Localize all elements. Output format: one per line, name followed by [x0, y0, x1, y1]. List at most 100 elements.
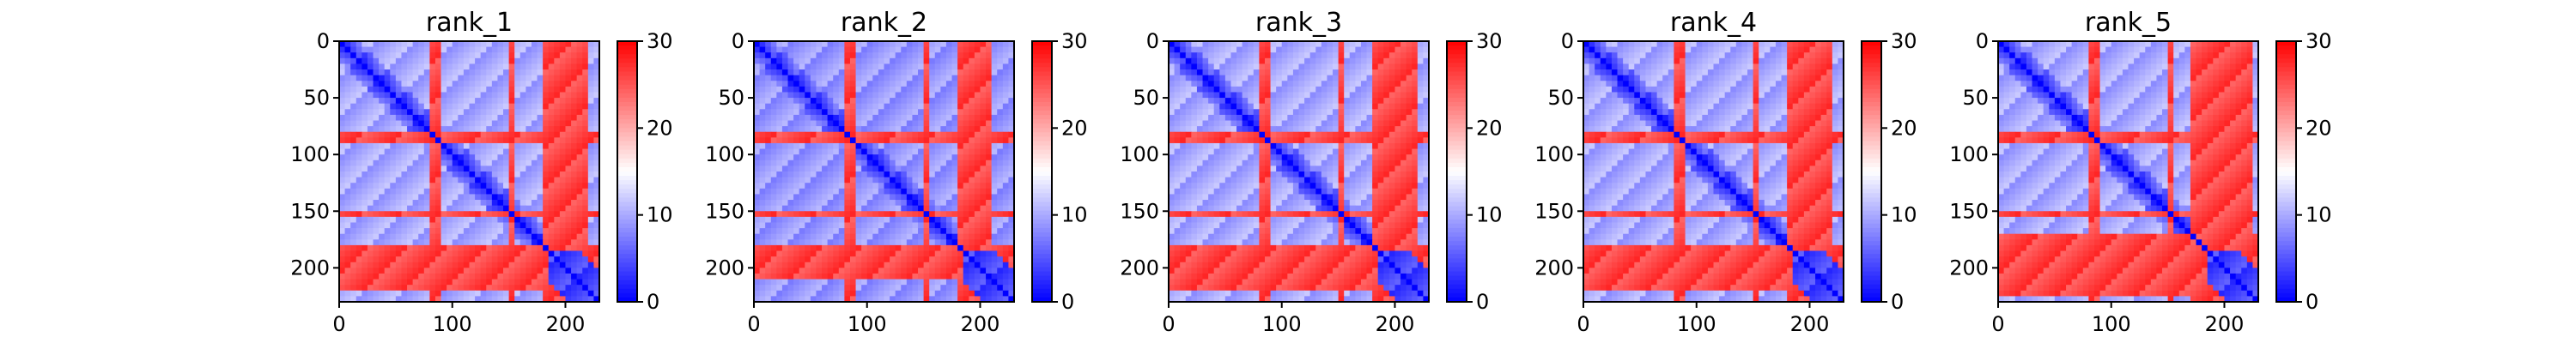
- heatmap-cell: [379, 262, 386, 268]
- colorbar-segment: [617, 202, 637, 208]
- heatmap-cell: [945, 86, 953, 93]
- heatmap-cell: [986, 81, 993, 87]
- heatmap-cell: [765, 172, 772, 178]
- heatmap-cell: [407, 194, 414, 201]
- heatmap-cell: [810, 126, 817, 133]
- heatmap-cell: [844, 200, 851, 207]
- heatmap-cell: [339, 137, 346, 144]
- heatmap-cell: [940, 131, 947, 138]
- heatmap-cell: [395, 81, 403, 87]
- heatmap-cell: [503, 200, 510, 207]
- heatmap-cell: [526, 41, 532, 48]
- heatmap-cell: [379, 194, 386, 201]
- heatmap-cell: [810, 159, 817, 166]
- heatmap-cell: [765, 268, 772, 274]
- heatmap-cell: [754, 216, 761, 224]
- heatmap-cell: [395, 285, 403, 292]
- heatmap-cell: [799, 205, 805, 212]
- heatmap-cell: [475, 211, 482, 218]
- heatmap-cell: [593, 109, 600, 116]
- heatmap-cell: [884, 216, 890, 224]
- heatmap-cell: [805, 285, 811, 292]
- heatmap-cell: [1400, 75, 1407, 81]
- heatmap-cell: [770, 131, 777, 138]
- heatmap-cell: [1292, 75, 1300, 81]
- heatmap-cell: [559, 114, 567, 122]
- heatmap-cell: [503, 222, 510, 229]
- heatmap-cell: [447, 290, 453, 297]
- heatmap-cell: [452, 98, 459, 105]
- heatmap-cell: [890, 69, 896, 76]
- heatmap-cell: [1360, 57, 1368, 65]
- heatmap-cell: [866, 273, 873, 280]
- heatmap-cell: [440, 194, 447, 201]
- heatmap-cell: [849, 114, 857, 122]
- heatmap-cell: [1344, 109, 1351, 116]
- heatmap-cell: [1174, 109, 1181, 116]
- heatmap-cell: [855, 142, 862, 150]
- heatmap-cell: [1169, 52, 1176, 59]
- heatmap-cell: [390, 285, 397, 292]
- heatmap-cell: [571, 256, 578, 263]
- heatmap-cell: [1008, 172, 1015, 178]
- heatmap-cell: [918, 211, 925, 218]
- heatmap-cell: [412, 98, 419, 105]
- heatmap-cell: [412, 57, 419, 65]
- heatmap-cell: [997, 69, 1004, 76]
- heatmap-cell: [906, 211, 914, 218]
- heatmap-cell: [884, 69, 890, 76]
- heatmap-cell: [776, 41, 783, 48]
- heatmap-cell: [934, 233, 941, 240]
- heatmap-cell: [407, 103, 414, 110]
- heatmap-cell: [565, 250, 572, 257]
- heatmap-cell: [827, 86, 834, 93]
- heatmap-cell: [407, 244, 414, 252]
- heatmap-cell: [587, 69, 595, 76]
- heatmap-cell: [395, 268, 403, 274]
- heatmap-cell: [849, 57, 857, 65]
- heatmap-cell: [514, 41, 521, 48]
- heatmap-cell: [849, 142, 857, 150]
- heatmap-cell: [593, 279, 600, 286]
- heatmap-cell: [776, 137, 783, 144]
- heatmap-cell: [781, 268, 789, 274]
- heatmap-cell: [997, 103, 1004, 110]
- heatmap-cell: [548, 114, 555, 122]
- heatmap-cell: [475, 98, 482, 105]
- heatmap-cell: [593, 273, 600, 280]
- panel-title: rank_3: [1255, 8, 1342, 38]
- heatmap-cell: [934, 296, 941, 303]
- heatmap-cell: [963, 131, 969, 138]
- heatmap-cell: [901, 194, 908, 201]
- heatmap-cell: [440, 131, 447, 138]
- heatmap-cell: [384, 177, 391, 184]
- heatmap-cell: [508, 81, 515, 87]
- heatmap-cell: [1219, 98, 1226, 105]
- heatmap-cell: [776, 211, 783, 218]
- heatmap-cell: [833, 57, 840, 65]
- heatmap-cell: [447, 69, 453, 76]
- heatmap-cell: [822, 262, 829, 268]
- heatmap-cell: [912, 188, 919, 196]
- heatmap-cell: [918, 285, 925, 292]
- heatmap-cell: [770, 165, 777, 172]
- heatmap-cell: [395, 92, 403, 99]
- heatmap-cell: [548, 268, 555, 274]
- heatmap-cell: [339, 63, 346, 70]
- heatmap-cell: [929, 205, 936, 212]
- heatmap-cell: [384, 131, 391, 138]
- heatmap-cell: [491, 120, 499, 127]
- heatmap-cell: [754, 137, 761, 144]
- heatmap-cell: [822, 200, 829, 207]
- heatmap-cell: [770, 279, 777, 286]
- colorbar-segment: [617, 284, 637, 290]
- heatmap-cell: [543, 148, 550, 155]
- heatmap-cell: [1002, 75, 1010, 81]
- heatmap-cell: [1202, 52, 1209, 59]
- heatmap-cell: [554, 233, 561, 240]
- heatmap-cell: [855, 279, 862, 286]
- heatmap-cell: [418, 81, 425, 87]
- heatmap-cell: [923, 109, 930, 116]
- heatmap-cell: [833, 142, 840, 150]
- heatmap-cell: [576, 137, 583, 144]
